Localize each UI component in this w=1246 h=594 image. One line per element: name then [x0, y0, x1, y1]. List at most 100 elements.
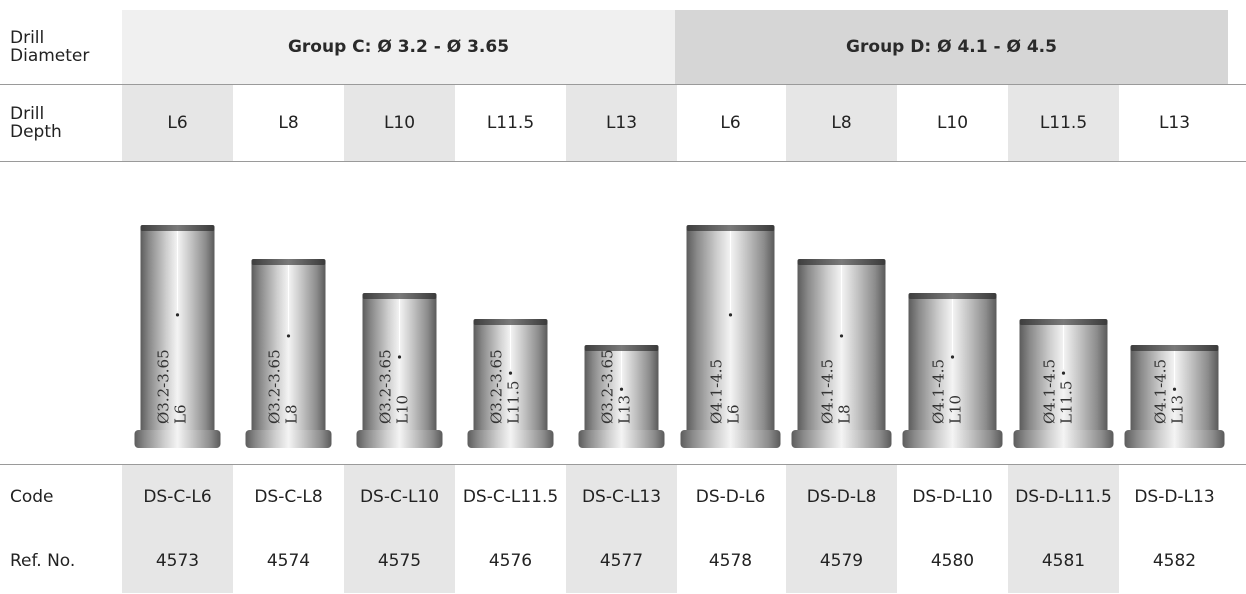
depth-cell-2: L8	[278, 113, 299, 133]
sleeve-top-rim	[251, 259, 326, 265]
divider-line	[0, 161, 1246, 162]
row-label-drill-depth: Drill Depth	[0, 85, 122, 161]
depth-cell-9: L11.5	[1008, 85, 1119, 161]
sleeve-marker-dot	[1172, 387, 1177, 391]
sleeve-engraving-length: L10	[394, 395, 412, 424]
sleeve-marker-dot	[950, 355, 955, 359]
drill-sleeve-8: Ø4.1-4.5 L10	[902, 293, 1003, 448]
sleeve-marker-dot	[175, 313, 180, 317]
code-cell-9: DS-D-L11.5	[1008, 465, 1119, 529]
code-cell-4: DS-C-L11.5	[462, 487, 559, 507]
sleeve-engraving-diameter: Ø4.1-4.5	[708, 359, 726, 424]
sleeve-top-rim	[362, 293, 437, 299]
ref-cell-6: 4578	[708, 551, 753, 571]
sleeve-engraving-length: L11.5	[1058, 381, 1076, 424]
drill-sleeve-2: Ø3.2-3.65 L8	[245, 259, 332, 448]
sleeve-engraving-diameter: Ø4.1-4.5	[819, 359, 837, 424]
row-label-ref-no: Ref. No.	[10, 551, 76, 571]
code-cell-3: DS-C-L10	[344, 465, 455, 529]
sleeve-top-rim	[1019, 319, 1108, 325]
divider-line	[0, 464, 1246, 465]
row-label-drill-diameter: Drill Diameter	[0, 10, 122, 84]
sleeve-marker-dot	[286, 334, 291, 338]
ref-cell-9: 4581	[1008, 529, 1119, 593]
drill-sleeve-images: Ø3.2-3.65 L6 Ø3.2-3.65 L8 Ø3.2-3.65 L10 Ø3.2-3…	[0, 162, 1246, 464]
sleeve-engraving-length: L8	[283, 404, 301, 424]
ref-cell-10: 4582	[1152, 551, 1197, 571]
sleeve-engraving-length: L11.5	[505, 381, 523, 424]
ref-cell-3: 4575	[344, 529, 455, 593]
code-cell-6: DS-D-L6	[695, 487, 766, 507]
sleeve-flange	[578, 430, 665, 448]
code-cell-1: DS-C-L6	[122, 465, 233, 529]
divider-line	[0, 84, 1246, 85]
drill-sleeve-10: Ø4.1-4.5 L13	[1124, 345, 1225, 448]
depth-cell-7: L8	[786, 85, 897, 161]
drill-sleeve-6: Ø4.1-4.5 L6	[680, 225, 781, 448]
ref-cell-5: 4577	[566, 529, 677, 593]
sleeve-engraving-diameter: Ø4.1-4.5	[930, 359, 948, 424]
depth-cell-8: L10	[936, 113, 969, 133]
depth-cell-6: L6	[720, 113, 741, 133]
sleeve-top-rim	[1130, 345, 1219, 351]
sleeve-engraving-diameter: Ø3.2-3.65	[266, 349, 284, 424]
sleeve-top-rim	[584, 345, 659, 351]
sleeve-flange	[791, 430, 892, 448]
depth-cell-3: L10	[344, 85, 455, 161]
sleeve-engraving-diameter: Ø3.2-3.65	[488, 349, 506, 424]
ref-cell-4: 4576	[488, 551, 533, 571]
sleeve-marker-dot	[1061, 371, 1066, 375]
drill-sleeve-5: Ø3.2-3.65 L13	[578, 345, 665, 448]
sleeve-flange	[1124, 430, 1225, 448]
sleeve-marker-dot	[728, 313, 733, 317]
sleeve-top-rim	[140, 225, 215, 231]
sleeve-flange	[356, 430, 443, 448]
row-label-drill-diameter-line1: Drill	[10, 28, 45, 48]
row-label-drill-diameter-line2: Diameter	[10, 46, 90, 66]
row-label-drill-depth-line2: Depth	[10, 122, 62, 142]
depth-cell-10: L13	[1158, 113, 1191, 133]
code-cell-5: DS-C-L13	[566, 465, 677, 529]
sleeve-engraving-length: L13	[1169, 395, 1187, 424]
row-label-drill-depth-line1: Drill	[10, 104, 45, 124]
sleeve-engraving-diameter: Ø3.2-3.65	[377, 349, 395, 424]
group-d-header: Group D: Ø 4.1 - Ø 4.5	[675, 10, 1228, 84]
sleeve-marker-dot	[508, 371, 513, 375]
sleeve-marker-dot	[397, 355, 402, 359]
sleeve-flange	[1013, 430, 1114, 448]
sleeve-engraving-length: L6	[725, 404, 743, 424]
ref-cell-2: 4574	[266, 551, 311, 571]
code-cell-2: DS-C-L8	[254, 487, 323, 507]
sleeve-top-rim	[797, 259, 886, 265]
depth-cell-5: L13	[566, 85, 677, 161]
row-label-code: Code	[10, 487, 54, 507]
ref-cell-7: 4579	[786, 529, 897, 593]
code-cell-7: DS-D-L8	[786, 465, 897, 529]
sleeve-top-rim	[908, 293, 997, 299]
drill-sleeve-illustrations: Ø3.2-3.65 L6 Ø3.2-3.65 L8 Ø3.2-3.65 L10 Ø3.2-3…	[134, 225, 1225, 448]
drill-sleeve-4: Ø3.2-3.65 L11.5	[467, 319, 554, 448]
sleeve-flange	[467, 430, 554, 448]
sleeve-engraving-diameter: Ø4.1-4.5	[1041, 359, 1059, 424]
sleeve-flange	[902, 430, 1003, 448]
group-c-header: Group C: Ø 3.2 - Ø 3.65	[122, 10, 675, 84]
depth-cell-4: L11.5	[486, 113, 535, 133]
sleeve-flange	[245, 430, 332, 448]
ref-cell-8: 4580	[930, 551, 975, 571]
drill-sleeve-7: Ø4.1-4.5 L8	[791, 259, 892, 448]
code-cell-8: DS-D-L10	[912, 487, 993, 507]
drill-sleeve-3: Ø3.2-3.65 L10	[356, 293, 443, 448]
sleeve-marker-dot	[619, 387, 624, 391]
drill-sleeve-1: Ø3.2-3.65 L6	[134, 225, 221, 448]
drill-sleeve-9: Ø4.1-4.5 L11.5	[1013, 319, 1114, 448]
sleeve-marker-dot	[839, 334, 844, 338]
sleeve-engraving-length: L6	[172, 404, 190, 424]
sleeve-top-rim	[473, 319, 548, 325]
sleeve-engraving-length: L8	[836, 404, 854, 424]
sleeve-flange	[134, 430, 221, 448]
sleeve-top-rim	[686, 225, 775, 231]
code-cell-10: DS-D-L13	[1134, 487, 1215, 507]
sleeve-engraving-diameter: Ø3.2-3.65	[599, 349, 617, 424]
depth-cell-1: L6	[122, 85, 233, 161]
sleeve-engraving-length: L13	[616, 395, 634, 424]
